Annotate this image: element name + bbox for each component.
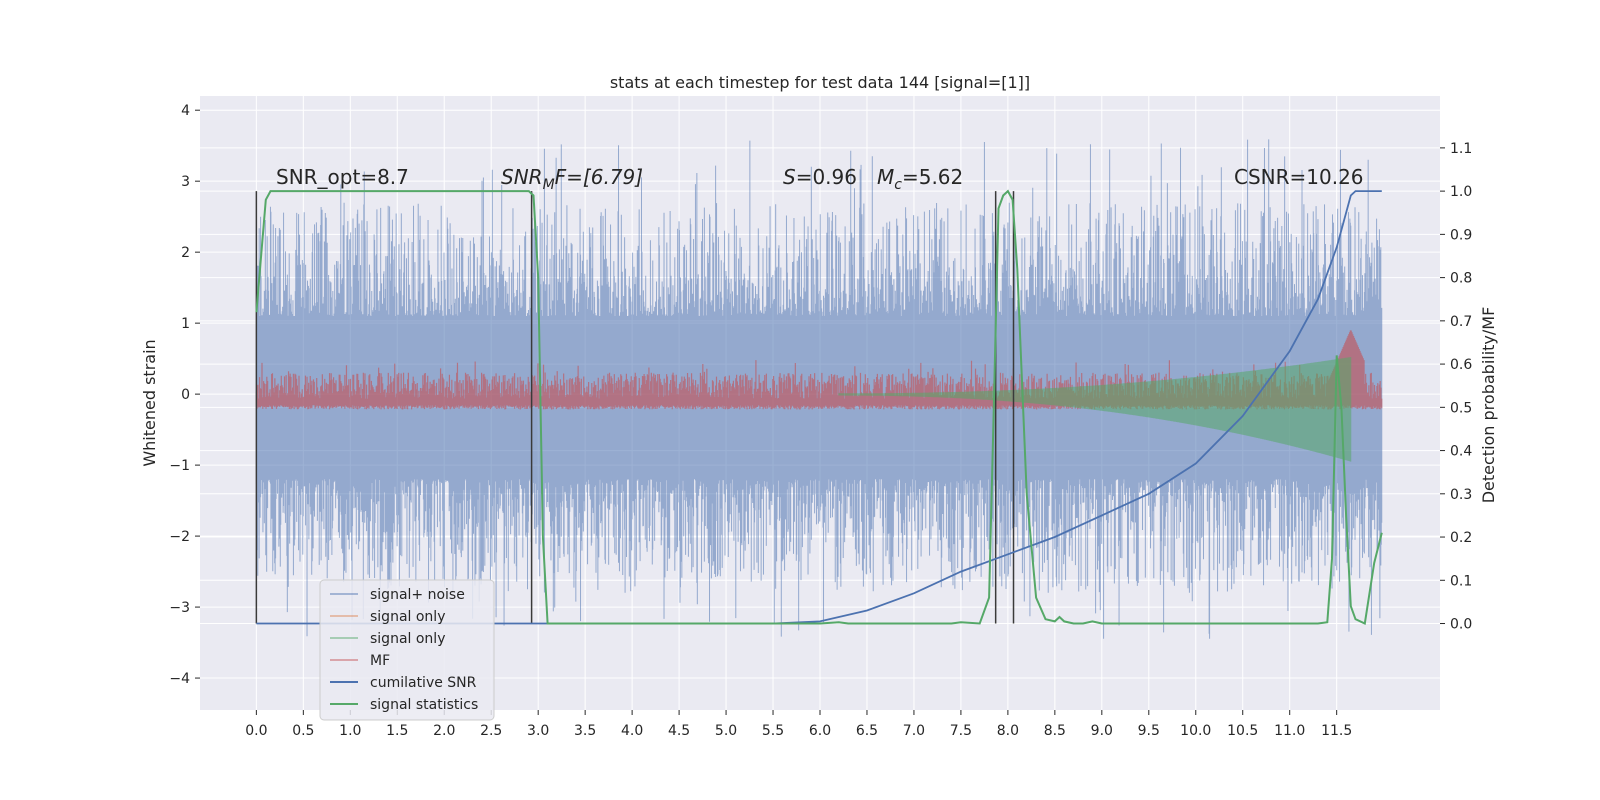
- x-tick-label: 5.5: [762, 723, 784, 739]
- y-tick-label: 0: [181, 387, 190, 403]
- series-signal-only-green: [838, 357, 1352, 462]
- x-tick-label: 3.0: [527, 723, 549, 739]
- legend-label: cumilative SNR: [370, 675, 477, 691]
- axes: 0.0 0.5 1.0 1.5 2.0 2.5 3.0 3.5 4.0 4.5 5.0 5.5 6.0 6…: [169, 103, 1472, 739]
- legend-box: [319, 579, 495, 721]
- legend-label: signal statistics: [370, 697, 478, 713]
- x-tick-label: 4.5: [668, 723, 690, 739]
- annotation-s: S=0.96: [783, 165, 857, 189]
- x-tick-label: 9.0: [1091, 723, 1113, 739]
- y2-tick-label: 1.0: [1450, 184, 1472, 200]
- signal-only-trace: [838, 357, 1352, 462]
- y2-tick-label: 0.5: [1450, 400, 1472, 416]
- x-tick-label: 8.5: [1044, 723, 1066, 739]
- x-tick-label: 0.5: [292, 723, 314, 739]
- x-tick-label: 10.5: [1227, 723, 1258, 739]
- y2-tick-label: 0.2: [1450, 530, 1472, 546]
- x-tick-label: 7.0: [903, 723, 925, 739]
- x-tick-label: 5.0: [715, 723, 737, 739]
- annotation-snr-opt: SNR_opt=8.7: [276, 165, 409, 189]
- annotation-mc: Mc=5.62: [877, 165, 963, 193]
- x-tick-label: 0.0: [245, 723, 267, 739]
- y-tick-label: 4: [181, 103, 190, 119]
- x-tick-label: 3.5: [574, 723, 596, 739]
- y2-tick-label: 0.3: [1450, 487, 1472, 503]
- y2-tick-label: 1.1: [1450, 141, 1472, 157]
- y2-tick-label: 0.1: [1450, 573, 1472, 589]
- y2-tick-label: 0.9: [1450, 227, 1472, 243]
- chart-title: stats at each timestep for test data 144…: [610, 73, 1030, 92]
- legend-label: signal only: [370, 631, 445, 647]
- x-tick-label: 2.5: [480, 723, 502, 739]
- x-tick-label: 6.5: [856, 723, 878, 739]
- legend-label: signal only: [370, 609, 445, 625]
- legend: signal+ noise signal only signal only MF cum…: [319, 579, 495, 721]
- legend-label: signal+ noise: [370, 587, 465, 603]
- series-cumulative-snr: [256, 190, 1382, 625]
- x-tick-label: 4.0: [621, 723, 643, 739]
- x-tick-label: 9.5: [1138, 723, 1160, 739]
- y-tick-label: −4: [169, 671, 190, 687]
- annotation-csnr: CSNR=10.26: [1234, 165, 1364, 189]
- y2-tick-label: 0.6: [1450, 357, 1472, 373]
- x-tick-label: 8.0: [997, 723, 1019, 739]
- y2-axis-label: Detection probability/MF: [1479, 307, 1498, 504]
- y-axis-label: Whitened strain: [140, 339, 159, 466]
- x-tick-label: 1.5: [386, 723, 408, 739]
- y-tick-label: −2: [169, 529, 190, 545]
- x-tick-label: 11.0: [1274, 723, 1305, 739]
- y-tick-label: 2: [181, 245, 190, 261]
- annotation-snr-mf: SNRMF=[6.79]: [501, 165, 643, 193]
- y2-tick-label: 0.7: [1450, 314, 1472, 330]
- legend-label: MF: [370, 653, 390, 669]
- x-tick-label: 11.5: [1321, 723, 1352, 739]
- y2-tick-label: 0.0: [1450, 617, 1472, 633]
- x-tick-label: 6.0: [809, 723, 831, 739]
- y-tick-label: −3: [169, 600, 190, 616]
- y-tick-label: −1: [169, 458, 190, 474]
- y2-tick-label: 0.8: [1450, 271, 1472, 287]
- series-signal-statistics: [255, 189, 1383, 625]
- x-tick-label: 10.0: [1180, 723, 1211, 739]
- y-tick-label: 1: [181, 316, 190, 332]
- x-tick-label: 1.0: [339, 723, 361, 739]
- x-tick-label: 2.0: [433, 723, 455, 739]
- x-tick-label: 7.5: [950, 723, 972, 739]
- data-series: [255, 139, 1383, 639]
- y-tick-label: 3: [181, 174, 190, 190]
- annotations: SNR_opt=8.7 SNRMF=[6.79] S=0.96 Mc=5.62 …: [276, 165, 1364, 193]
- y2-tick-label: 0.4: [1450, 444, 1472, 460]
